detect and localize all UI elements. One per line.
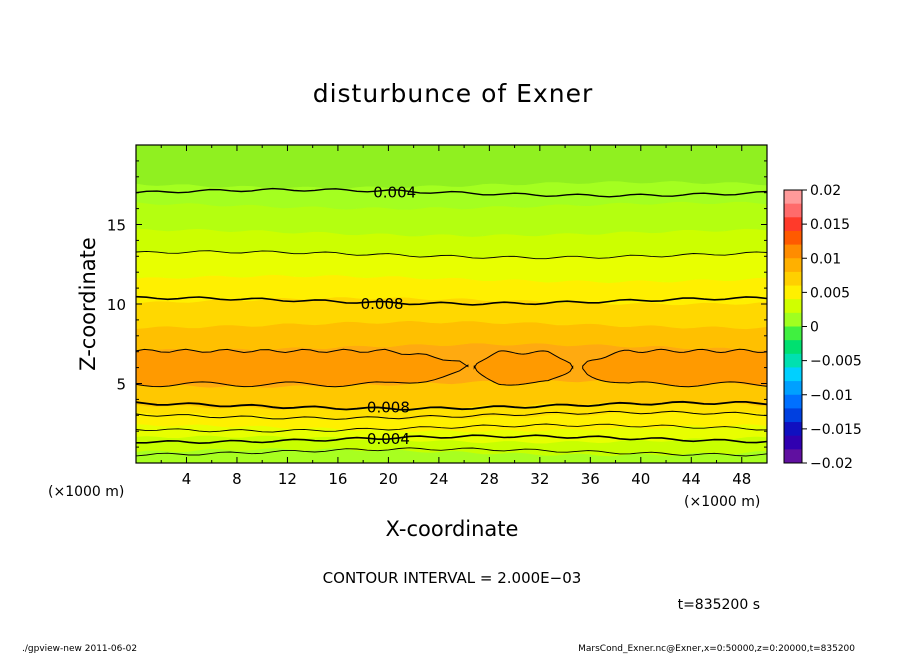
x-tick-label: 24 [429, 470, 448, 488]
colorbar-segment [784, 299, 802, 314]
x-tick-label: 28 [480, 470, 499, 488]
colorbar-tick-label: −0.01 [810, 388, 853, 404]
colorbar-segment [784, 230, 802, 246]
colorbar-segment [784, 381, 802, 396]
colorbar-segment [784, 190, 802, 205]
y-axis-label: Z-coordinate [76, 237, 100, 371]
colorbar-segment [784, 312, 802, 327]
y-tick-label: 10 [107, 296, 126, 314]
x-tick-label: 4 [182, 470, 192, 488]
footer-right: MarsCond_Exner.nc@Exner,x=0:50000,z=0:20… [578, 644, 855, 654]
contour-labels: 0.004 0.008 0.008 0.004 [361, 184, 417, 448]
x-tick-label: 8 [232, 470, 242, 488]
contour-line [135, 447, 768, 457]
colorbar-segment [784, 217, 802, 232]
colorbar-segment [784, 271, 802, 287]
colorbar-tick-label: −0.015 [810, 422, 862, 438]
time-text: t=835200 s [678, 597, 760, 613]
contour-line [135, 400, 768, 411]
colorbar-segment [784, 353, 802, 368]
colorbar-segment [784, 367, 802, 382]
heatmap-core-lobe [135, 348, 469, 388]
x-tick-label: 16 [328, 470, 347, 488]
x-axis-ticks: 4 8 12 16 20 24 28 32 36 40 44 48 [160, 145, 751, 488]
colorbar-segment [784, 326, 802, 341]
contour-label: 0.008 [367, 398, 410, 416]
contour-label: 0.004 [367, 430, 410, 448]
x-tick-label: 20 [379, 470, 398, 488]
contour-lines [135, 187, 768, 457]
x-tick-label: 48 [732, 470, 751, 488]
colorbar-tick-label: 0.015 [810, 217, 850, 233]
contour-line [135, 250, 768, 260]
footer-left: ./gpview-new 2011-06-02 [22, 644, 137, 654]
colorbar [783, 189, 803, 464]
colorbar-tick-label: 0.005 [810, 285, 850, 301]
contour-label: 0.004 [373, 184, 416, 202]
colorbar-ticks: 0.02 0.015 0.01 0.005 0 −0.005 −0.01 −0.015 −0.0… [802, 183, 862, 472]
colorbar-segment [784, 394, 802, 409]
x-unit-right: (×1000 m) [684, 494, 760, 510]
colorbar-segment [784, 258, 802, 273]
x-axis-label: X-coordinate [386, 517, 519, 541]
colorbar-segment [784, 449, 802, 464]
heatmap-band [135, 144, 768, 190]
contour-line [135, 410, 768, 420]
colorbar-segment [784, 408, 802, 423]
y-tick-label: 5 [116, 376, 126, 394]
colorbar-segment [784, 285, 802, 300]
colorbar-tick-label: 0.01 [810, 251, 841, 267]
x-tick-label: 32 [530, 470, 549, 488]
x-tick-label: 40 [631, 470, 650, 488]
colorbar-tick-label: 0.02 [810, 183, 841, 199]
colorbar-segment [784, 244, 802, 259]
x-tick-label: 44 [682, 470, 701, 488]
x-tick-label: 36 [581, 470, 600, 488]
colorbar-tick-label: −0.005 [810, 354, 862, 370]
colorbar-tick-label: −0.02 [810, 456, 853, 472]
chart-title: disturbunce of Exner [313, 79, 594, 108]
contour-line [135, 423, 768, 433]
colorbar-segment [784, 435, 802, 450]
colorbar-tick-label: 0 [810, 320, 819, 336]
heatmap-core-lobe [582, 348, 768, 388]
colorbar-segment [784, 203, 802, 218]
y-tick-label: 15 [107, 217, 126, 235]
x-unit-left: (×1000 m) [48, 484, 124, 500]
heatmap-bands [135, 144, 768, 464]
contour-line [135, 187, 768, 198]
contour-interval-text: CONTOUR INTERVAL = 2.000E−03 [323, 569, 582, 587]
heatmap-core-lobe [473, 350, 574, 386]
colorbar-segment [784, 340, 802, 355]
contour-line [135, 295, 768, 306]
y-axis-ticks: 5 10 15 [107, 160, 767, 448]
contour-line [136, 434, 768, 445]
contour-label: 0.008 [361, 295, 404, 313]
colorbar-segment [784, 422, 802, 437]
x-tick-label: 12 [278, 470, 297, 488]
